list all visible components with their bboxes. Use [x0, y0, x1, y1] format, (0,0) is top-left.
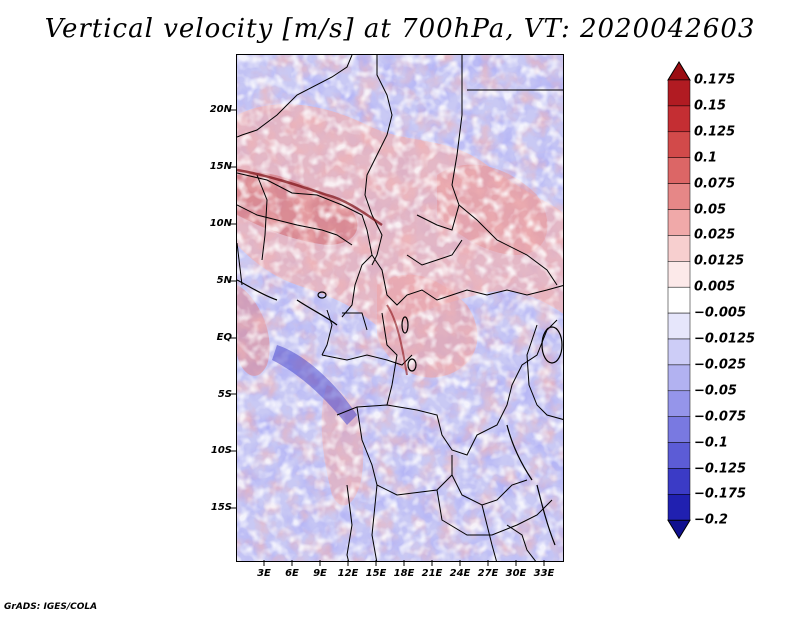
colorbar-label: 0.075: [694, 176, 736, 192]
lat-label: 10S: [210, 445, 232, 456]
colorbar-label: 0.15: [694, 98, 727, 114]
lon-label: 21E: [421, 568, 443, 579]
colorbar-label: 0.125: [694, 124, 736, 140]
colorbar-swatch: [667, 338, 691, 366]
colorbar-swatch: [667, 312, 691, 340]
colorbar-label: 0.0125: [694, 253, 745, 269]
lon-label: 6E: [285, 568, 299, 579]
colorbar-bottom-arrow: [667, 519, 691, 540]
colorbar-swatch: [667, 157, 691, 184]
colorbar-label: 0.025: [694, 227, 736, 243]
longitude-ticks: [263, 560, 545, 566]
lat-label: 5S: [217, 389, 232, 400]
colorbar-label: −0.175: [694, 486, 747, 502]
colorbar-label: 0.175: [694, 72, 736, 88]
ascent-band-east: [386, 304, 408, 376]
descent-streak: [272, 345, 357, 425]
lat-label: 5N: [216, 275, 232, 286]
colorbar-swatch: [667, 183, 691, 210]
colorbar-swatch: [667, 494, 691, 521]
lat-label: 15S: [210, 502, 232, 513]
lat-label: 20N: [209, 104, 232, 115]
vertical-velocity-field: [237, 55, 563, 561]
colorbar-swatch: [667, 235, 691, 262]
lon-label: 18E: [393, 568, 415, 579]
colorbar-swatch: [667, 209, 691, 236]
map-panel[interactable]: [236, 54, 564, 562]
lon-label: 30E: [505, 568, 527, 579]
colorbar-swatch: [667, 390, 691, 417]
colorbar-swatch: [667, 416, 691, 443]
lon-label: 24E: [449, 568, 471, 579]
ascent-band: [237, 168, 383, 227]
lon-label: 27E: [477, 568, 499, 579]
colorbar-swatch: [667, 364, 691, 392]
lon-label: 9E: [313, 568, 327, 579]
colorbar-label: −0.025: [694, 357, 747, 373]
lon-label: 12E: [337, 568, 359, 579]
lon-label: 15E: [365, 568, 387, 579]
colorbar-label: −0.2: [694, 512, 728, 528]
colorbar-swatch: [667, 468, 691, 495]
colorbar-label: 0.1: [694, 150, 718, 166]
colorbar-swatch: [667, 261, 691, 288]
colorbar-top-arrow: [667, 61, 691, 81]
colorbar-swatch: [667, 286, 691, 314]
colorbar-label: −0.0125: [694, 331, 756, 347]
colorbar-swatch: [667, 79, 691, 107]
colorbar-label: −0.1: [694, 435, 728, 451]
country-boundaries: [237, 55, 563, 561]
lakes: [237, 279, 563, 546]
colorbar: [667, 61, 691, 540]
lon-label: 33E: [533, 568, 555, 579]
lat-label: EQ: [216, 332, 232, 343]
footer-credit: GrADS: IGES/COLA: [4, 602, 98, 612]
colorbar-swatch: [667, 105, 691, 133]
latitude-ticks: [230, 109, 236, 509]
colorbar-swatch: [667, 131, 691, 158]
colorbar-label: 0.005: [694, 279, 736, 295]
colorbar-label: −0.125: [694, 461, 747, 476]
colorbar-label: −0.005: [694, 305, 747, 321]
lat-label: 10N: [209, 218, 232, 229]
lat-label: 15N: [209, 161, 232, 172]
lon-label: 3E: [257, 568, 271, 579]
colorbar-label: −0.05: [694, 383, 737, 399]
colorbar-label: 0.05: [694, 202, 727, 217]
colorbar-swatch: [667, 442, 691, 469]
colorbar-label: −0.075: [694, 409, 747, 425]
map-title: Vertical velocity [m/s] at 700hPa, VT: 2…: [44, 14, 756, 44]
